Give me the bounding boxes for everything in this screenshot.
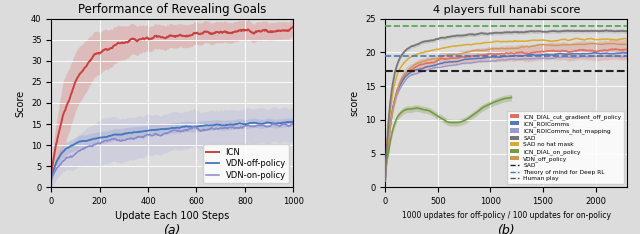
ICN — [164, 36, 172, 39]
ICN — [284, 29, 291, 32]
VDN-on-policy — [163, 132, 170, 134]
ICN — [246, 29, 253, 32]
Legend: ICN, VDN-off-policy, VDN-on-policy: ICN, VDN-off-policy, VDN-on-policy — [203, 144, 289, 183]
VDN-on-policy — [289, 122, 296, 125]
VDN-on-policy — [289, 122, 297, 125]
VDN-on-policy — [179, 130, 186, 132]
VDN-on-policy — [284, 124, 291, 127]
VDN-off-policy — [246, 122, 253, 125]
ICN — [191, 32, 199, 35]
Title: Performance of Revealing Goals: Performance of Revealing Goals — [78, 3, 266, 16]
Legend: ICN_DIAL_cut_gradient_off_policy, ICN_ROIComms, ICN_ROIComms_hot_mapping, SAD, S: ICN_DIAL_cut_gradient_off_policy, ICN_RO… — [507, 111, 624, 184]
Line: VDN-on-policy: VDN-on-policy — [51, 123, 293, 180]
VDN-off-policy — [191, 125, 199, 128]
ICN — [47, 172, 55, 175]
Y-axis label: score: score — [349, 90, 360, 116]
ICN — [179, 34, 186, 37]
Text: (a): (a) — [164, 224, 181, 234]
VDN-on-policy — [47, 178, 55, 181]
Y-axis label: Score: Score — [15, 89, 26, 117]
VDN-off-policy — [163, 128, 170, 130]
VDN-off-policy — [47, 178, 55, 181]
VDN-off-policy — [179, 125, 186, 128]
Line: ICN: ICN — [51, 27, 293, 173]
ICN — [289, 25, 297, 28]
VDN-on-policy — [191, 126, 199, 129]
X-axis label: 1000 updates for off-policy / 100 updates for on-policy: 1000 updates for off-policy / 100 update… — [402, 212, 611, 220]
VDN-off-policy — [289, 120, 296, 123]
Text: (b): (b) — [497, 224, 515, 234]
Title: 4 players full hanabi score: 4 players full hanabi score — [433, 5, 580, 15]
VDN-off-policy — [284, 121, 291, 124]
Line: VDN-off-policy: VDN-off-policy — [51, 122, 293, 179]
VDN-off-policy — [289, 121, 297, 123]
VDN-on-policy — [246, 124, 253, 127]
ICN — [163, 36, 170, 39]
VDN-off-policy — [164, 128, 172, 130]
VDN-on-policy — [164, 132, 172, 134]
X-axis label: Update Each 100 Steps: Update Each 100 Steps — [115, 212, 229, 221]
